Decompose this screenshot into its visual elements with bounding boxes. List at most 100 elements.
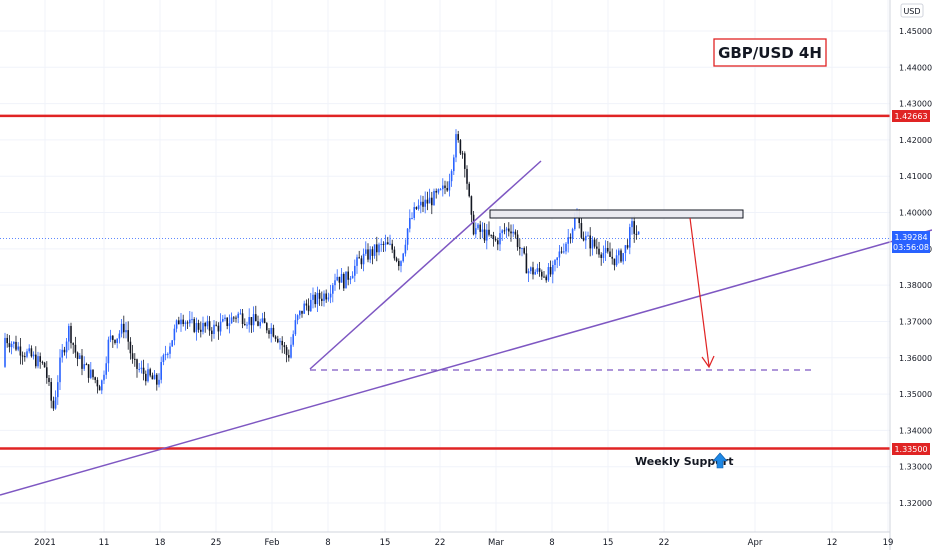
candle [323, 290, 325, 307]
candle [39, 352, 41, 369]
candle [125, 321, 127, 339]
candle [503, 223, 506, 235]
candle [151, 372, 154, 380]
candle [512, 224, 514, 238]
long-trendline[interactable] [0, 229, 932, 496]
candle [523, 246, 525, 255]
candle [41, 360, 44, 365]
candle [536, 263, 539, 275]
candle [477, 223, 479, 230]
candle [417, 199, 420, 211]
candle [54, 390, 57, 410]
candle [459, 139, 462, 156]
current-price-tag: 1.39284 03:56:08 [892, 231, 930, 253]
candle [450, 169, 453, 187]
candle [635, 225, 638, 240]
candle [277, 335, 279, 344]
candle [226, 317, 228, 330]
y-tick-label: 1.40000 [899, 209, 932, 218]
candle [321, 291, 323, 307]
candle [120, 319, 123, 338]
candle [439, 187, 442, 191]
y-tick-label: 1.37000 [899, 317, 932, 326]
candle [268, 327, 270, 339]
candle [35, 346, 37, 369]
candle [318, 289, 321, 306]
candle [402, 252, 404, 263]
candle [189, 310, 191, 327]
candle [466, 165, 468, 190]
candle [395, 256, 398, 263]
candle [468, 181, 470, 198]
candle [409, 209, 411, 233]
candle [380, 238, 382, 252]
candle [79, 353, 81, 360]
candle [492, 231, 495, 247]
candle [481, 222, 484, 239]
candle [87, 364, 90, 383]
current-price-text: 1.39284 [894, 233, 927, 242]
candle [171, 340, 173, 347]
candle [21, 351, 24, 365]
candle [237, 311, 239, 324]
candle [83, 356, 85, 371]
candle [327, 292, 330, 302]
candle [310, 292, 312, 312]
x-tick-label: Mar [488, 538, 505, 548]
x-tick-label: 22 [435, 538, 446, 548]
candle [76, 351, 79, 367]
candle [244, 318, 246, 326]
candle [138, 363, 140, 373]
candle [160, 356, 162, 384]
candle [437, 188, 440, 195]
candle [222, 314, 224, 323]
candle [358, 250, 360, 259]
candle [329, 284, 332, 304]
candle [365, 241, 367, 256]
candle [587, 231, 589, 237]
candle [24, 352, 26, 362]
candle [74, 336, 77, 358]
level-tag-upper: 1.42663 [892, 110, 930, 122]
candle [558, 244, 561, 266]
target-arrow-line[interactable] [689, 217, 710, 367]
candle [433, 188, 435, 206]
x-tick-label: 19 [883, 538, 894, 548]
candle [490, 234, 492, 239]
y-tick-label: 1.44000 [899, 63, 932, 72]
candle [312, 287, 314, 309]
candle [224, 314, 226, 322]
candle [345, 271, 347, 289]
currency-badge[interactable]: USD [900, 3, 924, 18]
candle [582, 231, 585, 242]
candle [633, 215, 635, 243]
candle [514, 229, 517, 239]
short-trendline[interactable] [309, 160, 542, 370]
resistance-zone-box[interactable] [489, 209, 744, 219]
candle [136, 358, 138, 378]
candle [149, 367, 151, 378]
candle [541, 269, 543, 280]
candle [43, 361, 46, 368]
candle [134, 353, 136, 367]
candle [389, 234, 391, 246]
candle [593, 237, 596, 249]
price-tags: 1.42663 1.33500 1.39284 03:56:08 [892, 110, 930, 455]
candle [618, 248, 620, 264]
candle [202, 316, 204, 335]
target-arrowhead [701, 355, 715, 369]
candle [145, 370, 147, 386]
candle [288, 349, 290, 362]
candle [565, 241, 567, 255]
candle [257, 315, 259, 327]
candle [147, 363, 149, 383]
candle [239, 308, 242, 315]
level-tag-lower: 1.33500 [892, 443, 930, 455]
y-tick-label: 1.34000 [899, 426, 932, 435]
candle [175, 319, 178, 333]
candle [26, 348, 28, 359]
candle [153, 370, 156, 380]
candle [343, 272, 345, 292]
y-tick-label: 1.41000 [899, 172, 932, 181]
